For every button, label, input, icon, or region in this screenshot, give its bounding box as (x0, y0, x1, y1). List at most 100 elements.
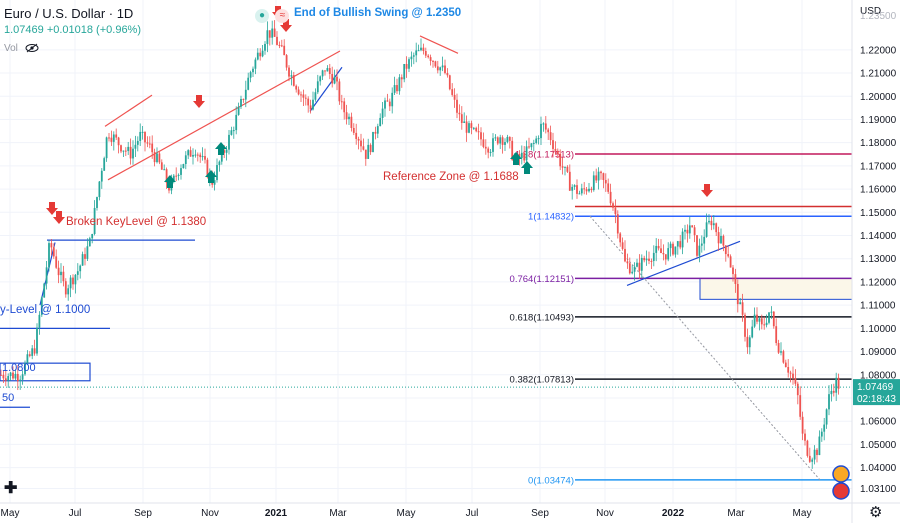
candle-body (417, 50, 420, 52)
candle-body (312, 99, 314, 110)
currency-label: USD (860, 6, 881, 17)
price-tick-label: 1.23500 (860, 11, 897, 22)
candle-body (240, 98, 242, 107)
candle-body (780, 351, 782, 353)
candle-body (192, 154, 194, 157)
candle-body (746, 336, 749, 348)
candle-body (144, 131, 146, 143)
candle-body (223, 150, 226, 153)
candle-body (84, 254, 86, 259)
candle-body (662, 253, 665, 255)
candle-body (369, 144, 372, 153)
candle-body (792, 373, 794, 379)
candle-body (772, 311, 775, 327)
sell-arrow-icon (701, 184, 713, 197)
candle-body (828, 394, 830, 410)
candle-body (187, 150, 190, 156)
signal-arrows (46, 6, 850, 500)
tradingview-logo-icon[interactable]: ✚ (4, 480, 18, 497)
candle-body (264, 43, 266, 51)
candle-body (794, 378, 797, 384)
candle-body (463, 121, 466, 123)
candle-body (717, 232, 720, 244)
candle-body (624, 248, 626, 262)
candle-body (636, 262, 638, 267)
candle-body (439, 67, 442, 71)
candle-body (184, 155, 187, 165)
buy-arrow-icon (164, 175, 176, 188)
candle-body (542, 123, 545, 125)
price-tick-label: 1.13000 (860, 254, 897, 265)
candle-body (350, 116, 353, 128)
candle-body (489, 151, 492, 153)
candle-body (499, 137, 502, 144)
candle-body (676, 241, 679, 247)
candle-body (568, 171, 571, 191)
price-tick-label: 1.22000 (860, 45, 897, 56)
candle-body (784, 362, 787, 368)
candle-body (804, 433, 806, 441)
candle-body (252, 68, 254, 73)
candle-body (122, 150, 125, 152)
candle-body (307, 98, 310, 106)
candle-body (614, 207, 617, 215)
candle-body (710, 220, 713, 226)
candle-body (424, 51, 427, 56)
candle-body (520, 152, 523, 159)
candle-body (729, 256, 732, 268)
time-tick-label: Nov (596, 508, 614, 519)
candle-body (21, 374, 24, 380)
candle-body (400, 77, 403, 80)
candle-body (832, 390, 835, 393)
candle-body (67, 288, 70, 295)
volume-legend[interactable]: Vol (4, 43, 39, 54)
candle-body (129, 146, 132, 159)
candle-body (372, 131, 374, 153)
dividend-icon[interactable]: ≈ (275, 9, 290, 23)
candle-body (232, 130, 235, 132)
candle-body (158, 153, 161, 163)
candle-body (468, 123, 470, 133)
candle-body (465, 121, 468, 133)
sell-arrow-icon (280, 19, 292, 32)
candle-body (336, 76, 338, 82)
settings-gear-icon[interactable]: ⚙ (869, 504, 883, 521)
candle-body (237, 106, 240, 115)
candle-body (242, 98, 245, 100)
candle-body (343, 101, 346, 113)
candle-body (640, 257, 643, 271)
candle-body (38, 314, 41, 328)
annotation-key-level: y-Level @ 1.1000 (0, 304, 90, 316)
candle-body (732, 267, 734, 275)
event-dot-icon[interactable]: ● (255, 9, 269, 23)
event-markers[interactable]: ● ≈ (255, 5, 291, 23)
annotation-level-50: 50 (2, 392, 14, 404)
candle-body (777, 343, 780, 353)
candle-body (631, 271, 634, 274)
candle-body (552, 140, 554, 149)
candle-body (309, 105, 312, 110)
price-tick-label: 1.16000 (860, 185, 897, 196)
candle-body (290, 75, 293, 77)
candle-body (386, 100, 389, 102)
candle-body (496, 137, 499, 144)
candle-body (177, 174, 180, 176)
candle-body (708, 220, 710, 223)
symbol-title[interactable]: Euro / U.S. Dollar · 1D (4, 6, 134, 21)
candle-body (410, 56, 413, 60)
candle-body (328, 68, 331, 75)
candle-body (470, 123, 473, 129)
consolidation-box (699, 277, 853, 300)
candle-body (835, 377, 838, 393)
candle-body (669, 243, 672, 249)
candle-body (544, 123, 547, 130)
candle-body (818, 436, 821, 456)
candle-body (175, 175, 178, 177)
candle-body (364, 149, 367, 159)
candle-body (196, 154, 199, 156)
candle-body (712, 223, 715, 226)
candle-body (16, 373, 19, 382)
hide-eye-icon[interactable] (25, 43, 39, 53)
